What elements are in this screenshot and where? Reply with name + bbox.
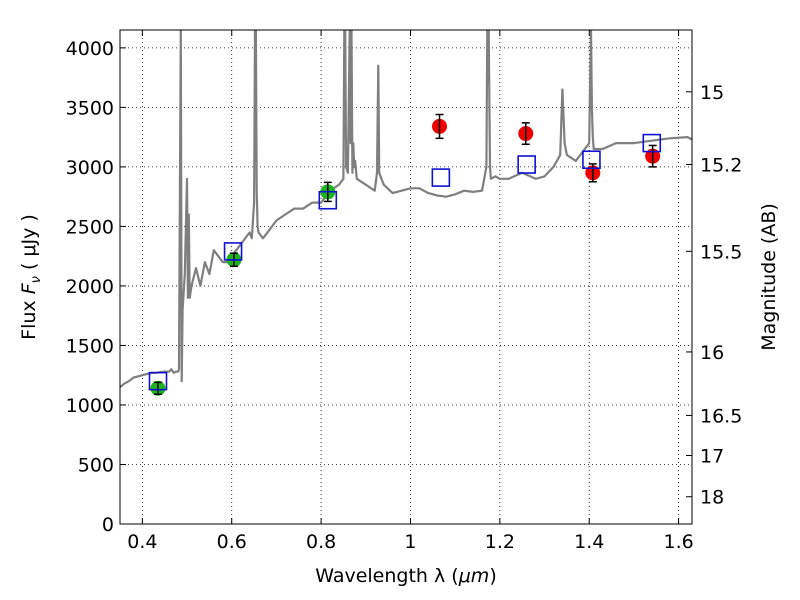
x-tick-label: 1 bbox=[404, 531, 416, 553]
mag-tick-label: 15.5 bbox=[700, 241, 742, 263]
y-tick-label: 2500 bbox=[66, 216, 114, 238]
y-tick-label: 0 bbox=[102, 514, 114, 536]
y-tick-label: 1000 bbox=[66, 395, 114, 417]
y-tick-label: 2000 bbox=[66, 276, 114, 298]
x-tick-label: 0.8 bbox=[306, 531, 336, 553]
model-point bbox=[431, 168, 451, 187]
spectrum-layer bbox=[120, 30, 692, 388]
y-axis-label: Flux Fν ( μJy ) bbox=[18, 214, 44, 340]
spectrum-line bbox=[120, 30, 692, 388]
y-tick-label: 500 bbox=[78, 454, 114, 476]
tick-layer: 0.4 0.6 0.8 1 1.2 1.4 1.6 0 500 1000 1500 2000 2500 3… bbox=[66, 30, 742, 553]
model-point bbox=[148, 371, 168, 391]
plot-frame bbox=[119, 29, 693, 525]
x-tick-label: 0.6 bbox=[217, 531, 247, 553]
model-point bbox=[582, 150, 601, 170]
marker-layer bbox=[148, 113, 662, 396]
x-tick-label: 1.2 bbox=[485, 531, 515, 553]
x-tick-label: 1.4 bbox=[574, 531, 604, 553]
mag-tick-label: 16.5 bbox=[700, 405, 742, 427]
mag-tick-label: 16 bbox=[700, 342, 724, 364]
y-tick-label: 3000 bbox=[66, 157, 114, 179]
model-point bbox=[642, 133, 662, 153]
y-tick-label: 4000 bbox=[66, 38, 114, 60]
x-tick-label: 1.6 bbox=[663, 531, 693, 553]
x-axis-label: Wavelength λ (μm) bbox=[315, 565, 496, 587]
y-tick-label: 3500 bbox=[66, 97, 114, 119]
mag-tick-label: 18 bbox=[700, 487, 724, 509]
y-tick-label: 1500 bbox=[66, 335, 114, 357]
model-point bbox=[223, 242, 243, 261]
mag-tick-label: 15.2 bbox=[700, 155, 742, 177]
model-point bbox=[318, 190, 338, 210]
mag-tick-label: 15 bbox=[700, 82, 724, 104]
mag-tick-label: 17 bbox=[700, 446, 724, 468]
magnitude-axis-label: Magnitude (AB) bbox=[758, 203, 780, 351]
model-point bbox=[517, 155, 536, 174]
grid-lines bbox=[120, 30, 692, 525]
x-tick-label: 0.4 bbox=[127, 531, 157, 553]
